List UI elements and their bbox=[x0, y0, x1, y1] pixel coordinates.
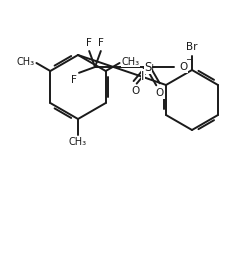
Text: O: O bbox=[178, 62, 186, 72]
Text: CH₃: CH₃ bbox=[121, 57, 139, 67]
Text: +: + bbox=[148, 63, 155, 72]
Text: F: F bbox=[86, 38, 92, 48]
Text: CH₃: CH₃ bbox=[16, 57, 34, 67]
Text: O: O bbox=[155, 88, 164, 98]
Text: F: F bbox=[71, 75, 77, 85]
Text: S: S bbox=[144, 61, 151, 74]
Text: O: O bbox=[130, 86, 139, 96]
Text: F: F bbox=[98, 38, 103, 48]
Text: Br: Br bbox=[186, 42, 197, 52]
Text: I: I bbox=[141, 69, 144, 83]
Text: CH₃: CH₃ bbox=[69, 137, 87, 147]
Text: −: − bbox=[184, 54, 192, 63]
